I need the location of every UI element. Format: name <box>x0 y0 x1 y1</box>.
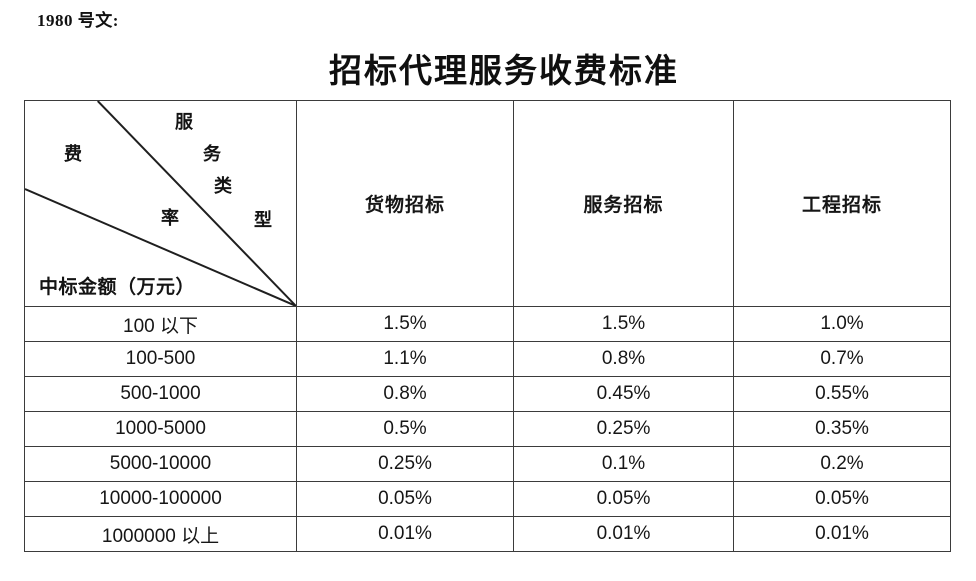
amount-range-cell: 100 以下 <box>24 306 297 342</box>
rate-cell: 0.2% <box>733 446 951 482</box>
table-row: 5000-10000 0.25% 0.1% 0.2% <box>24 446 951 482</box>
rate-cell: 1.5% <box>513 306 734 342</box>
corner-service-type-char-3: 类 <box>214 176 232 196</box>
rate-cell: 0.7% <box>733 341 951 377</box>
rate-cell: 0.55% <box>733 376 951 412</box>
table-row: 100 以下 1.5% 1.5% 1.0% <box>24 306 951 342</box>
column-header-works: 工程招标 <box>733 100 951 307</box>
table-row: 100-500 1.1% 0.8% 0.7% <box>24 341 951 377</box>
column-header-services: 服务招标 <box>513 100 734 307</box>
rate-cell: 0.01% <box>733 516 951 552</box>
doc-ref-label: 1980 号文: <box>37 11 119 30</box>
rate-cell: 0.8% <box>513 341 734 377</box>
rate-cell: 0.45% <box>513 376 734 412</box>
rate-cell: 1.0% <box>733 306 951 342</box>
amount-range-cell: 1000-5000 <box>24 411 297 447</box>
amount-range-cell: 100-500 <box>24 341 297 377</box>
rate-cell: 0.8% <box>296 376 514 412</box>
rate-cell: 0.05% <box>296 481 514 517</box>
rate-cell: 0.01% <box>296 516 514 552</box>
rate-cell: 0.5% <box>296 411 514 447</box>
amount-range-cell: 1000000 以上 <box>24 516 297 552</box>
amount-range-cell: 500-1000 <box>24 376 297 412</box>
header-row: 服 务 类 型 费 率 中标金额（万元） 货物招标 服务招标 工程招标 <box>24 100 951 307</box>
rate-cell: 0.1% <box>513 446 734 482</box>
rate-cell: 0.35% <box>733 411 951 447</box>
fee-rate-table: 服 务 类 型 费 率 中标金额（万元） 货物招标 服务招标 工程招标 100 … <box>24 100 951 552</box>
rate-cell: 0.25% <box>513 411 734 447</box>
column-header-goods: 货物招标 <box>296 100 514 307</box>
amount-range-cell: 5000-10000 <box>24 446 297 482</box>
rate-cell: 0.25% <box>296 446 514 482</box>
table-row: 10000-100000 0.05% 0.05% 0.05% <box>24 481 951 517</box>
rate-cell: 0.05% <box>733 481 951 517</box>
rate-cell: 0.01% <box>513 516 734 552</box>
page-title: 招标代理服务收费标准 <box>329 54 679 90</box>
table-row: 500-1000 0.8% 0.45% 0.55% <box>24 376 951 412</box>
amount-range-cell: 10000-100000 <box>24 481 297 517</box>
table-corner-header: 服 务 类 型 费 率 中标金额（万元） <box>24 100 297 307</box>
rate-cell: 1.1% <box>296 341 514 377</box>
corner-fee-char: 费 <box>64 144 82 164</box>
diagonal-divider-lines <box>25 101 296 306</box>
rate-cell: 1.5% <box>296 306 514 342</box>
corner-rate-char: 率 <box>161 208 179 228</box>
table-row: 1000-5000 0.5% 0.25% 0.35% <box>24 411 951 447</box>
rate-cell: 0.05% <box>513 481 734 517</box>
table-row: 1000000 以上 0.01% 0.01% 0.01% <box>24 516 951 552</box>
row-axis-label: 中标金额（万元） <box>39 277 196 298</box>
corner-service-type-char-4: 型 <box>254 210 272 230</box>
corner-service-type-char-2: 务 <box>203 144 221 164</box>
corner-service-type-char-1: 服 <box>175 112 193 132</box>
